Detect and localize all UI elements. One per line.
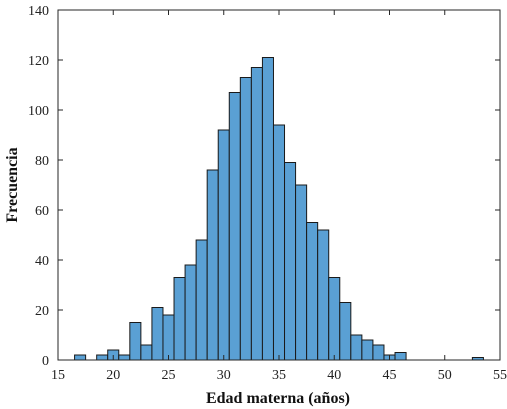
histogram-bar-6 [151, 307, 164, 361]
histogram-bar-3 [118, 354, 131, 361]
bars [74, 57, 484, 361]
histogram-bar-16 [261, 57, 274, 361]
histogram-bar-21 [317, 229, 330, 361]
histogram-bar-15 [250, 67, 263, 361]
y-tick-label-100: 100 [28, 104, 49, 119]
histogram-bar-11 [206, 169, 219, 361]
y-axis: 0 20 40 60 80 100 120 140 [28, 4, 500, 369]
x-tick-label-20: 20 [106, 368, 120, 383]
histogram-bar-28 [394, 352, 407, 361]
histogram-bar-24 [350, 334, 363, 361]
histogram-bar-4 [129, 322, 142, 361]
x-axis-label: Edad materna (años) [206, 390, 350, 407]
histogram-bar-8 [173, 277, 186, 361]
histogram-bar-17 [272, 124, 286, 361]
y-tick-label-40: 40 [35, 254, 49, 269]
x-tick-label-25: 25 [162, 368, 176, 383]
x-tick-label-30: 30 [217, 368, 231, 383]
y-tick-label-0: 0 [42, 354, 49, 369]
x-tick-label-50: 50 [438, 368, 452, 383]
x-axis: 15 20 25 30 35 40 45 50 55 [51, 10, 507, 383]
y-axis-label: Frecuencia [4, 147, 21, 222]
y-tick-label-120: 120 [28, 54, 49, 69]
histogram-bar-0 [74, 354, 87, 361]
histogram-bar-9 [184, 264, 197, 361]
histogram-bar-7 [162, 314, 175, 361]
histogram-bar-5 [140, 344, 153, 361]
x-tick-label-15: 15 [51, 368, 65, 383]
histogram-bar-19 [295, 184, 308, 361]
y-tick-label-80: 80 [35, 154, 49, 169]
x-tick-label-45: 45 [383, 368, 397, 383]
histogram-bar-22 [328, 277, 341, 361]
x-tick-label-55: 55 [493, 368, 507, 383]
histogram-bar-18 [284, 162, 297, 361]
histogram-bar-25 [361, 339, 374, 361]
histogram-bar-20 [306, 222, 319, 361]
x-tick-label-40: 40 [327, 368, 341, 383]
histogram-bar-10 [195, 239, 208, 361]
histogram-bar-1 [96, 354, 109, 361]
histogram-bar-14 [239, 77, 252, 361]
histogram-bar-23 [339, 302, 352, 361]
histogram-bar-26 [372, 344, 385, 361]
y-tick-label-60: 60 [35, 204, 49, 219]
histogram-bar-12 [217, 129, 230, 361]
y-tick-label-20: 20 [35, 304, 49, 319]
histogram-bar-13 [228, 92, 241, 361]
y-tick-label-140: 140 [28, 4, 49, 19]
x-tick-label-35: 35 [272, 368, 286, 383]
